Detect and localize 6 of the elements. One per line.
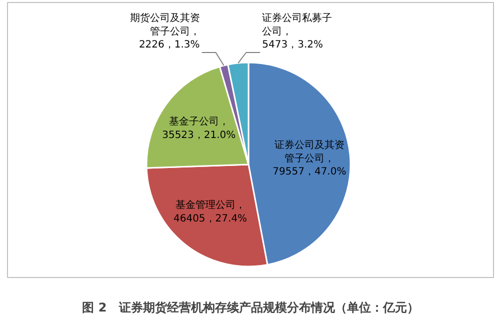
slice-label: 期货公司及其资管子公司，2226，1.3% — [130, 12, 200, 50]
text: 图 2 证券期货经营机构存续产品规模分布情况（单位：亿元） — [82, 300, 419, 314]
slice-label: 证券公司私募子公司，5473，3.2% — [262, 12, 332, 50]
slice-label: 基金子公司，35523，21.0% — [162, 116, 236, 141]
slice-label: 证券公司及其资管子公司，79557，47.0% — [272, 139, 346, 178]
slice-label: 基金管理公司，46405，27.4% — [173, 199, 248, 224]
